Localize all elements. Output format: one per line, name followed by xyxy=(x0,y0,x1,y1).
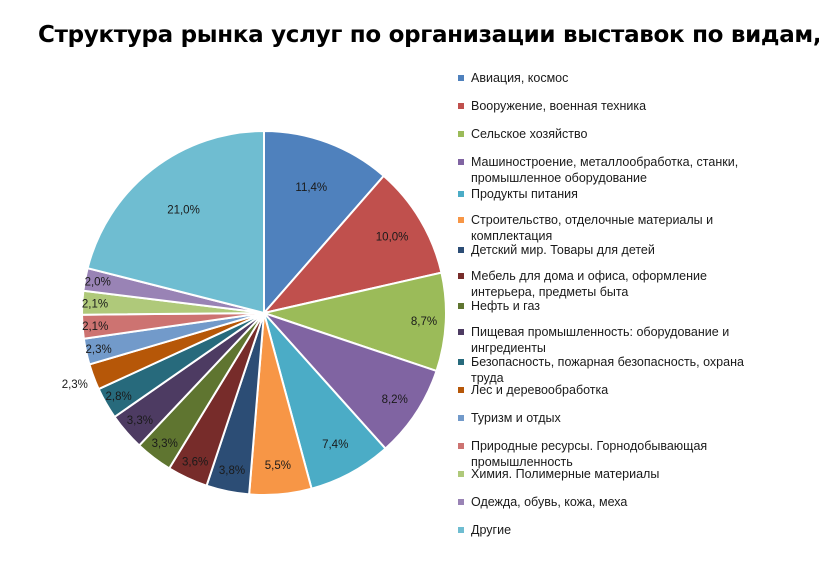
slice-value-label: 3,3% xyxy=(152,438,178,450)
slice-value-label: 11,4% xyxy=(295,182,327,194)
slice-value-label: 2,8% xyxy=(105,391,131,403)
slice-value-label: 3,8% xyxy=(219,465,245,477)
slice-value-label: 2,3% xyxy=(62,379,88,391)
pie-slice xyxy=(260,310,438,450)
pie-slice xyxy=(261,174,443,315)
slice-value-label: 8,7% xyxy=(411,316,437,328)
slice-value-label: 10,0% xyxy=(376,232,409,244)
slice-value-label: 7,4% xyxy=(322,439,348,451)
slice-value-label: 3,6% xyxy=(182,457,208,469)
pie-slice xyxy=(260,271,447,373)
chart-title: Структура рынка услуг по организации выс… xyxy=(38,22,819,48)
slice-value-label: 2,3% xyxy=(85,344,111,356)
pie-slice xyxy=(263,129,386,316)
slice-value-label: 3,3% xyxy=(127,415,153,427)
slice-value-label: 21,0% xyxy=(167,205,200,217)
slice-value-label: 2,1% xyxy=(82,298,108,310)
slice-value-label: 2,1% xyxy=(82,321,108,333)
slice-value-label: 8,2% xyxy=(382,394,408,406)
slice-value-label: 5,5% xyxy=(265,460,291,472)
slice-value-label: 2,0% xyxy=(85,277,111,289)
pie-slice xyxy=(86,129,265,315)
